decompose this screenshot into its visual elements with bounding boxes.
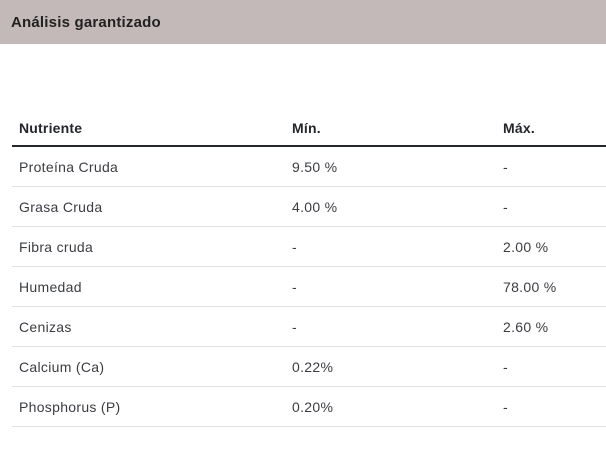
guaranteed-analysis-table: Nutriente Mín. Máx. Proteína Cruda 9.50 … xyxy=(12,111,606,427)
section-title: Análisis garantizado xyxy=(11,13,161,31)
table-row: Humedad - 78.00 % xyxy=(12,267,606,307)
column-header-nutrient: Nutriente xyxy=(19,120,83,136)
nutrient-name: Fibra cruda xyxy=(19,238,94,255)
table-row: Calcium (Ca) 0.22% - xyxy=(12,347,606,387)
table-row: Proteína Cruda 9.50 % - xyxy=(12,147,606,187)
table-row: Grasa Cruda 4.00 % - xyxy=(12,187,606,227)
nutrient-max-value: - xyxy=(503,198,508,215)
nutrient-max-value: 78.00 % xyxy=(503,278,557,295)
nutrient-max-value: 2.60 % xyxy=(503,318,549,335)
nutrient-max-value: - xyxy=(503,358,508,375)
nutrient-name: Calcium (Ca) xyxy=(19,358,105,375)
guaranteed-analysis-accordion-header[interactable]: Análisis garantizado xyxy=(0,0,606,44)
nutrient-min-value: - xyxy=(292,238,297,255)
nutrient-name: Phosphorus (P) xyxy=(19,398,121,415)
nutrient-max-value: - xyxy=(503,158,508,175)
nutrient-name: Cenizas xyxy=(19,318,72,335)
nutrient-min-value: - xyxy=(292,278,297,295)
nutrient-min-value: 0.22% xyxy=(292,358,334,375)
nutrient-min-value: - xyxy=(292,318,297,335)
nutrient-max-value: 2.00 % xyxy=(503,238,549,255)
table-row: Fibra cruda - 2.00 % xyxy=(12,227,606,267)
column-header-max: Máx. xyxy=(503,120,535,136)
nutrient-name: Proteína Cruda xyxy=(19,158,119,175)
nutrient-min-value: 9.50 % xyxy=(292,158,338,175)
nutrient-max-value: - xyxy=(503,398,508,415)
nutrient-min-value: 0.20% xyxy=(292,398,334,415)
table-header-row: Nutriente Mín. Máx. xyxy=(12,111,606,147)
column-header-min: Mín. xyxy=(292,120,321,136)
table-row: Phosphorus (P) 0.20% - xyxy=(12,387,606,427)
nutrient-name: Humedad xyxy=(19,278,82,295)
nutrient-min-value: 4.00 % xyxy=(292,198,338,215)
nutrient-name: Grasa Cruda xyxy=(19,198,103,215)
table-row: Cenizas - 2.60 % xyxy=(12,307,606,347)
